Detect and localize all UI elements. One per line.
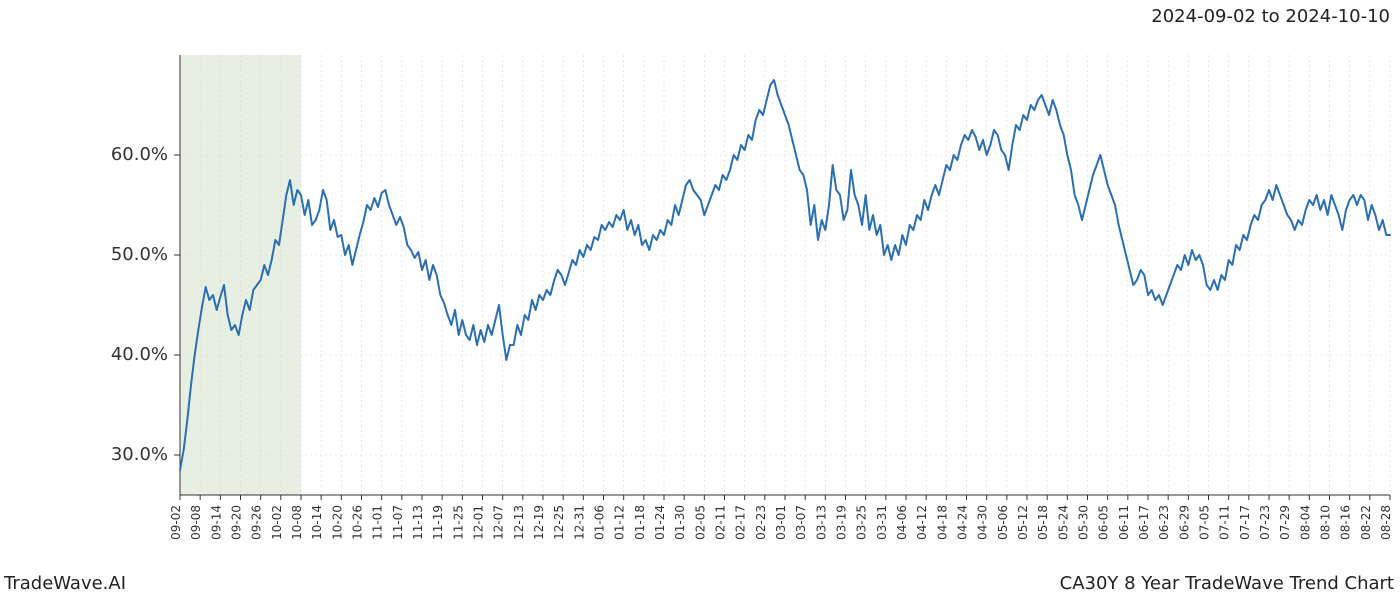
x-tick-label: 03-25: [855, 505, 869, 540]
x-tick-label: 11-01: [371, 505, 385, 540]
x-tick-label: 05-06: [996, 505, 1010, 540]
x-tick-label: 12-19: [532, 505, 546, 540]
x-tick-label: 07-05: [1198, 505, 1212, 540]
x-tick-label: 12-07: [492, 505, 506, 540]
x-tick-label: 08-16: [1339, 505, 1353, 540]
x-tick-label: 09-08: [189, 505, 203, 540]
x-tick-label: 02-23: [754, 505, 768, 540]
x-tick-label: 02-17: [734, 505, 748, 540]
chart-container: 2024-09-02 to 2024-10-10 30.0%40.0%50.0%…: [0, 0, 1400, 600]
x-tick-label: 04-18: [935, 505, 949, 540]
date-range-label: 2024-09-02 to 2024-10-10: [1151, 6, 1390, 27]
x-tick-label: 08-28: [1379, 505, 1393, 540]
x-tick-label: 01-06: [593, 505, 607, 540]
brand-label: TradeWave.AI: [4, 573, 126, 594]
x-tick-label: 06-05: [1097, 505, 1111, 540]
x-tick-label: 12-13: [512, 505, 526, 540]
plot-area: 30.0%40.0%50.0%60.0%09-0209-0809-1409-20…: [180, 55, 1390, 495]
x-tick-label: 07-11: [1218, 505, 1232, 540]
chart-svg: 30.0%40.0%50.0%60.0%09-0209-0809-1409-20…: [180, 55, 1390, 495]
x-tick-label: 03-13: [814, 505, 828, 540]
x-tick-label: 01-12: [613, 505, 627, 540]
x-tick-label: 05-12: [1016, 505, 1030, 540]
x-tick-label: 10-20: [330, 505, 344, 540]
y-tick-label: 60.0%: [111, 144, 168, 165]
x-tick-label: 11-19: [431, 505, 445, 540]
x-tick-label: 08-04: [1298, 505, 1312, 540]
x-tick-label: 03-19: [835, 505, 849, 540]
x-tick-label: 06-11: [1117, 505, 1131, 540]
chart-title-label: CA30Y 8 Year TradeWave Trend Chart: [1060, 573, 1394, 594]
x-tick-label: 10-26: [351, 505, 365, 540]
x-tick-label: 03-01: [774, 505, 788, 540]
x-tick-label: 05-18: [1036, 505, 1050, 540]
x-tick-label: 05-24: [1056, 505, 1070, 540]
x-tick-label: 09-20: [230, 505, 244, 540]
x-tick-label: 12-01: [472, 505, 486, 540]
x-tick-label: 06-23: [1157, 505, 1171, 540]
x-tick-label: 10-02: [270, 505, 284, 540]
x-tick-label: 09-02: [169, 505, 183, 540]
x-tick-label: 04-24: [956, 505, 970, 540]
x-tick-label: 04-30: [976, 505, 990, 540]
x-tick-label: 12-25: [552, 505, 566, 540]
x-tick-label: 08-22: [1359, 505, 1373, 540]
x-tick-label: 02-11: [714, 505, 728, 540]
x-tick-label: 11-25: [451, 505, 465, 540]
x-tick-label: 03-07: [794, 505, 808, 540]
x-tick-label: 04-06: [895, 505, 909, 540]
x-tick-label: 03-31: [875, 505, 889, 540]
x-tick-label: 11-07: [391, 505, 405, 540]
x-tick-label: 05-30: [1077, 505, 1091, 540]
x-tick-label: 09-14: [209, 505, 223, 540]
x-tick-label: 01-24: [653, 505, 667, 540]
x-tick-label: 09-26: [250, 505, 264, 540]
x-tick-label: 06-29: [1177, 505, 1191, 540]
x-tick-label: 06-17: [1137, 505, 1151, 540]
x-tick-label: 01-18: [633, 505, 647, 540]
x-tick-label: 07-17: [1238, 505, 1252, 540]
x-tick-label: 08-10: [1319, 505, 1333, 540]
x-tick-label: 04-12: [915, 505, 929, 540]
x-tick-label: 01-30: [673, 505, 687, 540]
x-tick-label: 10-08: [290, 505, 304, 540]
x-tick-label: 12-31: [572, 505, 586, 540]
x-tick-label: 07-23: [1258, 505, 1272, 540]
y-tick-label: 40.0%: [111, 344, 168, 365]
x-tick-label: 11-13: [411, 505, 425, 540]
x-tick-label: 02-05: [693, 505, 707, 540]
x-tick-label: 10-14: [310, 505, 324, 540]
y-tick-label: 30.0%: [111, 444, 168, 465]
y-tick-label: 50.0%: [111, 244, 168, 265]
x-tick-label: 07-29: [1278, 505, 1292, 540]
